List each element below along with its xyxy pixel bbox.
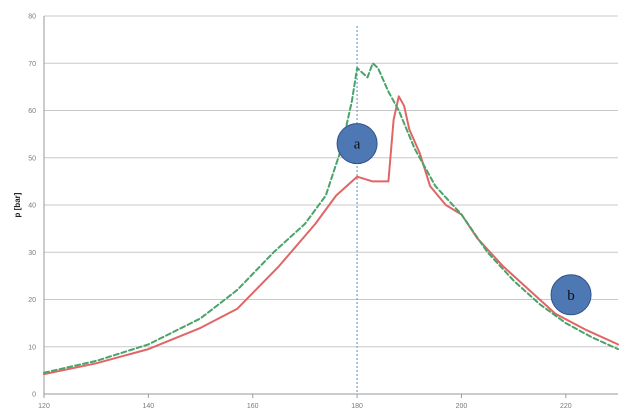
x-tick-label: 160	[247, 403, 259, 410]
y-tick-label: 70	[28, 61, 36, 68]
y-axis-label: p [bar]	[13, 192, 22, 217]
x-tick-label: 200	[456, 403, 468, 410]
y-tick-label: 10	[28, 344, 36, 351]
y-tick-label: 30	[28, 250, 36, 257]
series-lines	[43, 26, 619, 394]
y-tick-label: 0	[32, 392, 36, 399]
annotation-marker-b	[550, 274, 592, 316]
series-line-1	[43, 95, 619, 376]
y-tick-label: 50	[28, 155, 36, 162]
series-line-2	[43, 62, 619, 374]
annotations: ab	[336, 123, 592, 316]
annotation-label-b: b	[567, 288, 575, 304]
axes: 0 10 20 30 40 50 60 70 80 120 140 160 180 200 220	[28, 14, 572, 411]
x-tick-label: 140	[143, 403, 155, 410]
y-tick-label: 20	[28, 297, 36, 304]
y-tick-label: 80	[28, 14, 36, 21]
y-tick-label: 60	[28, 108, 36, 115]
annotation-label-a: a	[354, 137, 361, 153]
y-tick-label: 40	[28, 203, 36, 210]
x-tick-label: 220	[560, 403, 572, 410]
annotation-marker-a	[336, 123, 378, 165]
x-tick-label: 120	[38, 403, 50, 410]
x-tick-label: 180	[351, 403, 363, 410]
